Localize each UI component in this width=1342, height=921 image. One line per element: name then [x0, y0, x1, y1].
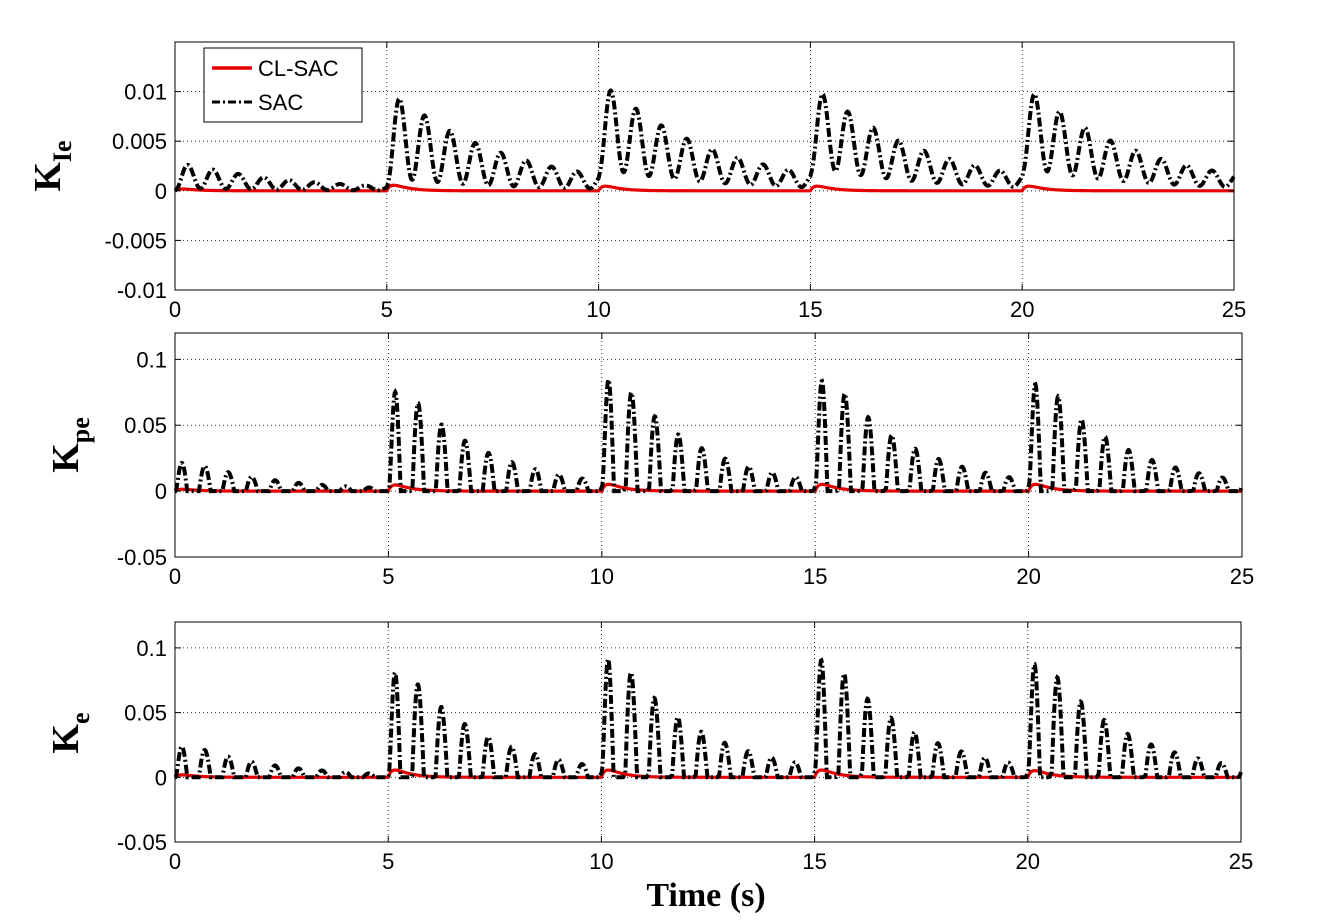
x-tick-label: 25	[1230, 564, 1254, 589]
grid	[175, 622, 1241, 843]
x-tick-label: 20	[1010, 297, 1034, 322]
legend-label-sac: SAC	[258, 90, 303, 115]
y-axis-label-sub: e	[66, 712, 95, 724]
grid	[175, 333, 1242, 558]
y-tick-label: 0.05	[124, 701, 167, 726]
y-tick-label: 0.05	[124, 413, 167, 438]
x-tick-label: 10	[589, 849, 613, 874]
y-axis-label-sub: pe	[66, 417, 95, 443]
y-tick-label: -0.05	[117, 830, 167, 855]
x-tick-label: 0	[169, 564, 181, 589]
subplot-1: 0 5 10 15 20 25 -0.01 -0.005 0 0.005 0.01 KIe CL-SAC…	[27, 41, 1246, 322]
x-tick-label: 5	[381, 297, 393, 322]
y-tick-label: 0	[155, 479, 167, 504]
y-axis-label-sub: Ie	[48, 140, 77, 162]
y-tick-label: -0.05	[117, 545, 167, 570]
y-tick-label: 0	[155, 179, 167, 204]
legend: CL-SAC SAC	[203, 47, 363, 123]
y-axis-label: Kpe	[45, 417, 95, 473]
x-tick-label: 10	[590, 564, 614, 589]
series-sac	[173, 376, 1244, 494]
legend-label-cl-sac: CL-SAC	[258, 56, 339, 81]
x-tick-label: 5	[382, 564, 394, 589]
x-tick-label: 20	[1016, 849, 1040, 874]
axes-box	[174, 332, 1243, 558]
legend-box	[203, 47, 363, 123]
y-tick-label: 0.1	[136, 636, 167, 661]
y-axis-label: Ke	[45, 712, 95, 753]
x-tick-label: 15	[803, 564, 827, 589]
x-tick-label: 0	[169, 297, 181, 322]
y-axis-label-main: K	[45, 443, 87, 473]
y-tick-label: -0.005	[105, 228, 167, 253]
x-tick-label: 25	[1229, 849, 1253, 874]
x-axis-label: Time (s)	[646, 877, 765, 914]
x-tick-label: 15	[798, 297, 822, 322]
y-tick-label: 0.1	[136, 347, 167, 372]
x-tick-label: 15	[802, 849, 826, 874]
x-tick-label: 20	[1016, 564, 1040, 589]
x-tick-label: 10	[586, 297, 610, 322]
y-tick-label: 0.005	[112, 129, 167, 154]
y-axis-label-main: K	[27, 162, 69, 192]
y-axis-label-main: K	[45, 724, 87, 754]
y-tick-label: -0.01	[117, 278, 167, 303]
y-tick-label: 0	[155, 765, 167, 790]
axes-box	[174, 41, 1235, 291]
x-tick-label: 0	[169, 849, 181, 874]
y-axis-label: KIe	[27, 140, 77, 191]
y-tick-label: 0.01	[124, 80, 167, 105]
series-sac	[173, 655, 1243, 780]
x-tick-label: 5	[382, 849, 394, 874]
x-tick-label: 25	[1222, 297, 1246, 322]
axes-box	[174, 621, 1242, 843]
series-sac	[173, 88, 1236, 193]
